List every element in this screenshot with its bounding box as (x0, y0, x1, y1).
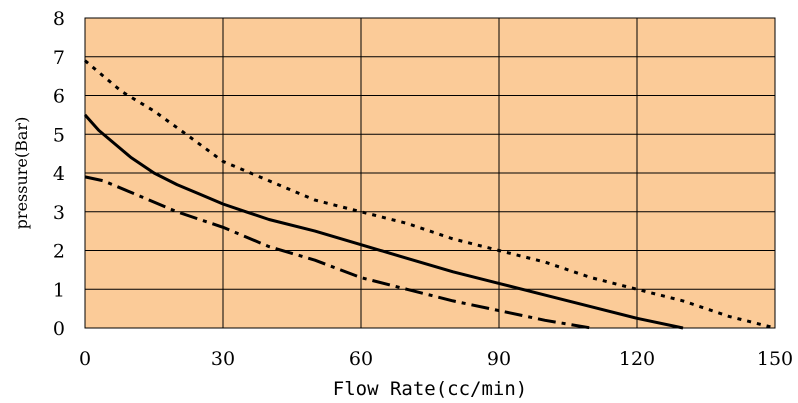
series-group (83, 59, 776, 330)
y-tick-labels: 0 1 2 3 4 5 6 7 8 (53, 8, 65, 340)
y-tick-label: 0 (53, 318, 65, 340)
y-tick-label: 2 (53, 241, 65, 263)
x-tick-label: 90 (487, 348, 511, 370)
x-tick-label: 60 (349, 348, 373, 370)
y-tick-label: 5 (53, 124, 65, 146)
plot-frame (84, 17, 776, 329)
y-tick-label: 3 (53, 202, 65, 224)
series-line-1-dotted (84, 59, 776, 330)
y-axis-title: pressure(Bar) (12, 117, 31, 230)
x-tick-label: 150 (757, 348, 793, 370)
x-tick-label: 0 (79, 348, 91, 370)
y-tick-label: 6 (53, 86, 65, 108)
x-axis-title: Flow Rate(cc/min) (333, 378, 527, 400)
y-tick-label: 7 (53, 47, 65, 69)
x-tick-labels: 0 30 60 90 120 150 (79, 348, 793, 370)
series-line-2-solid (83, 113, 684, 330)
x-tick-label: 30 (211, 348, 235, 370)
y-tick-label: 8 (53, 8, 65, 30)
series-line-3-dash-dot (84, 175, 592, 330)
grid-lines (85, 18, 775, 328)
x-tick-label: 120 (619, 348, 655, 370)
y-tick-label: 4 (53, 163, 65, 185)
y-tick-label: 1 (53, 279, 65, 301)
